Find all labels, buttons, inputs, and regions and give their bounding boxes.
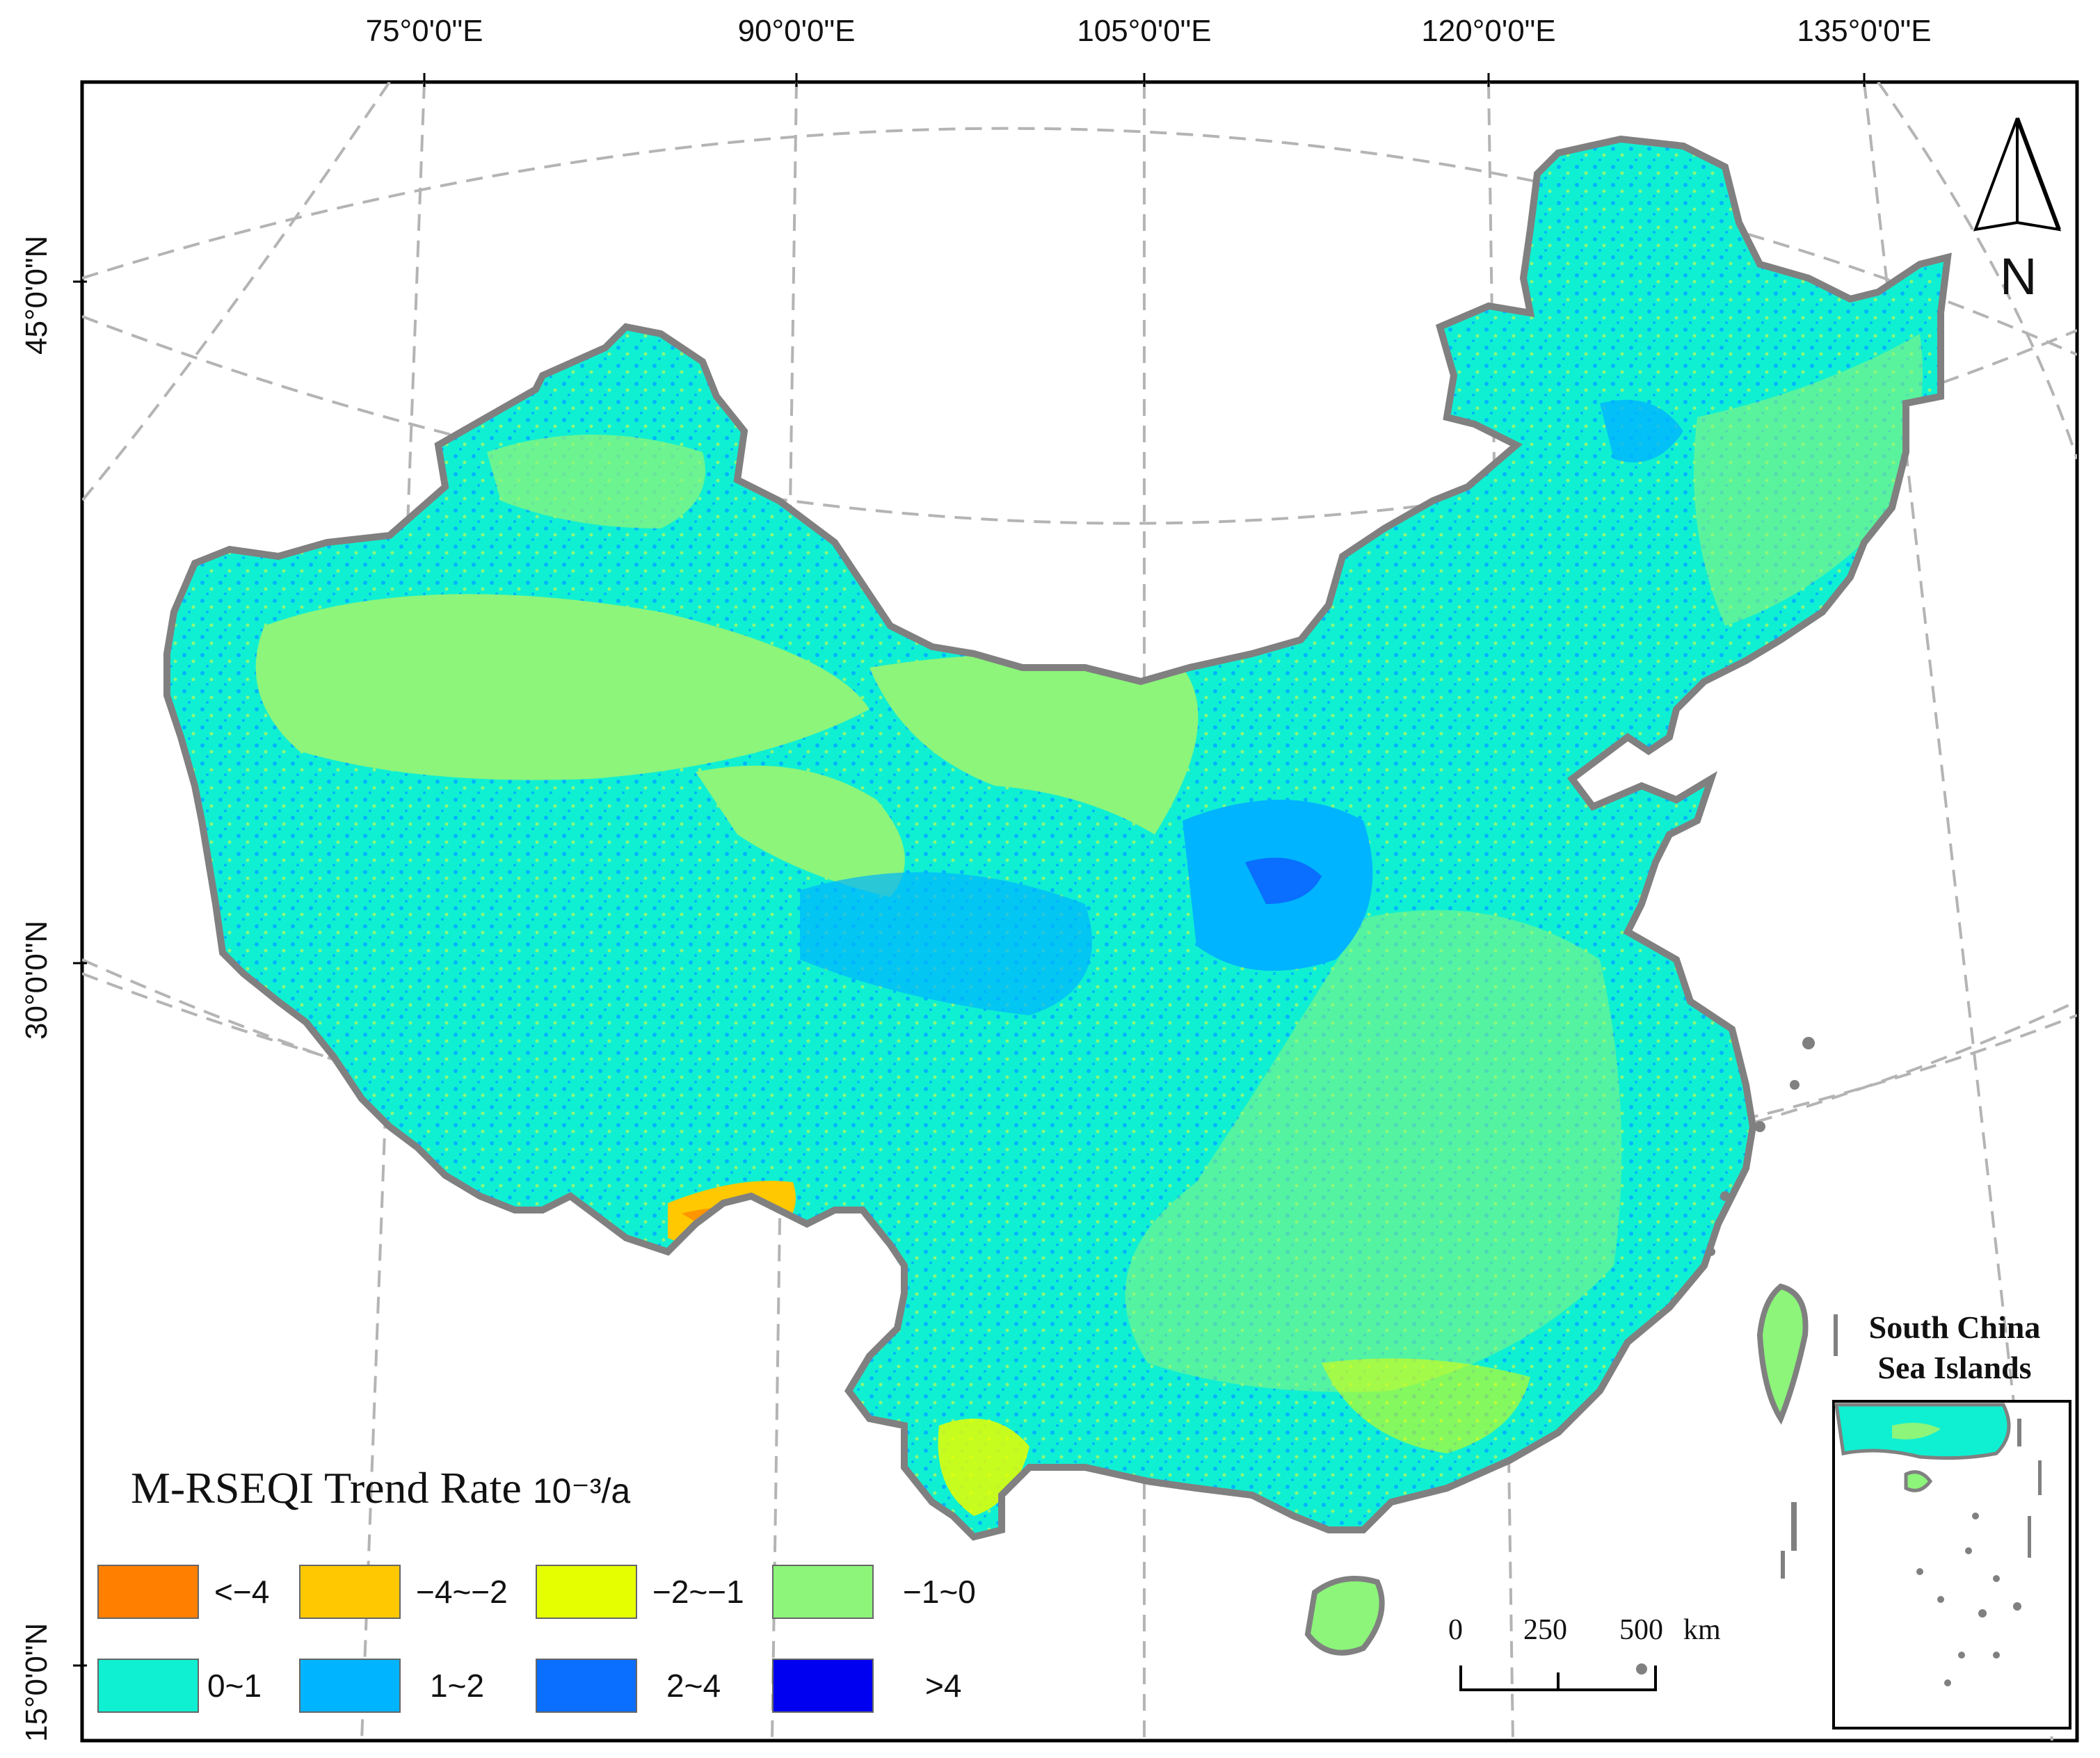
scale-unit-label: km — [1683, 1614, 1721, 1646]
qaidam-basin-region — [696, 766, 905, 897]
inset-marker — [1834, 1314, 1838, 1356]
legend-swatch — [97, 1659, 199, 1713]
north-label: N — [2000, 248, 2037, 305]
meridian-line — [1877, 82, 2077, 460]
longitude-label: 90°0'0"E — [737, 14, 856, 48]
legend-swatch — [299, 1565, 401, 1619]
north-arrow-icon — [1973, 117, 2062, 232]
scale-bar — [1459, 1666, 1657, 1691]
parallel-line — [82, 127, 2077, 356]
northeast-blue-region — [1600, 400, 1683, 462]
graticule-ticks — [73, 73, 1866, 1667]
latitude-label: 45°0'0"N — [19, 235, 54, 355]
legend-label: 2~4 — [666, 1668, 721, 1704]
latitude-label: 30°0'0"N — [19, 920, 54, 1040]
inset-title-line: Sea Islands — [1877, 1350, 2032, 1385]
scale-tick-label: 250 — [1523, 1614, 1567, 1646]
legend-title-text: M-RSEQI Trend Rate — [131, 1463, 522, 1513]
hainan-island — [1304, 1576, 1385, 1656]
loess-core-region — [1245, 857, 1322, 904]
longitude-label: 120°0'0"E — [1421, 14, 1556, 48]
scale-tick-label: 0 — [1448, 1614, 1463, 1646]
legend-label: −1~0 — [903, 1574, 976, 1610]
legend-label: <−4 — [214, 1574, 270, 1610]
longitude-label: 105°0'0"E — [1077, 14, 1212, 48]
legend-swatch — [772, 1565, 874, 1619]
southeast-region — [1125, 910, 1622, 1392]
inset-content — [1834, 1403, 2042, 1686]
china-mainland — [167, 139, 1948, 1537]
coastal-islands — [1636, 1037, 1815, 1675]
legend-label: >4 — [925, 1668, 962, 1704]
legend-swatch — [97, 1565, 199, 1619]
gobi-region — [869, 654, 1199, 834]
meridian-line — [82, 82, 391, 502]
longitude-label: 135°0'0"E — [1797, 14, 1932, 48]
legend-label: −2~−1 — [652, 1574, 744, 1610]
legend-title: M-RSEQI Trend Rate 10⁻³/a — [131, 1462, 630, 1514]
legend-swatch — [299, 1659, 401, 1713]
south-china-region — [1322, 1358, 1530, 1453]
legend-label: 1~2 — [430, 1668, 485, 1704]
northeast-region — [1694, 334, 1923, 626]
legend-swatch — [772, 1659, 874, 1713]
inset-title: South China Sea Islands — [1850, 1307, 2059, 1388]
legend-label: 0~1 — [207, 1668, 262, 1704]
dzungaria-region — [487, 435, 705, 529]
longitude-label: 75°0'0"E — [365, 14, 483, 48]
legend-swatch — [536, 1659, 637, 1713]
inset-title-line: South China — [1868, 1309, 2041, 1345]
scale-tick-label: 500 — [1619, 1614, 1663, 1646]
tarim-basin-region — [255, 594, 869, 780]
latitude-label: 15°0'0"N — [19, 1622, 54, 1742]
legend-swatch — [536, 1565, 637, 1619]
legend-unit: 10⁻³/a — [532, 1471, 631, 1510]
taiwan-island — [1756, 1283, 1809, 1425]
plateau-east-region — [800, 872, 1092, 1015]
legend-label: −4~−2 — [416, 1574, 508, 1610]
